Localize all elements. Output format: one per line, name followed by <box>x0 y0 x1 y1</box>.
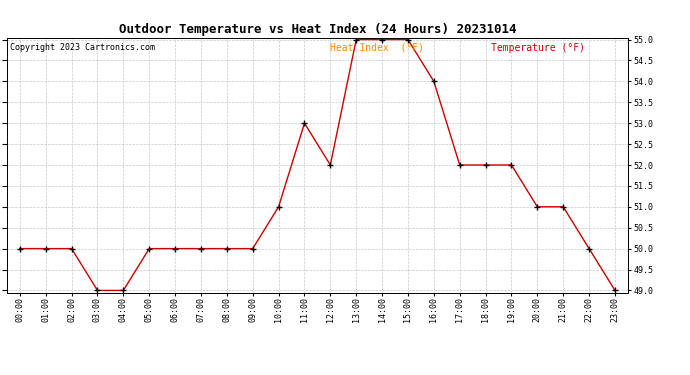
Text: Copyright 2023 Cartronics.com: Copyright 2023 Cartronics.com <box>10 43 155 52</box>
Title: Outdoor Temperature vs Heat Index (24 Hours) 20231014: Outdoor Temperature vs Heat Index (24 Ho… <box>119 23 516 36</box>
Text: Heat Index  (°F): Heat Index (°F) <box>330 43 424 52</box>
Text: Temperature (°F): Temperature (°F) <box>491 43 585 52</box>
